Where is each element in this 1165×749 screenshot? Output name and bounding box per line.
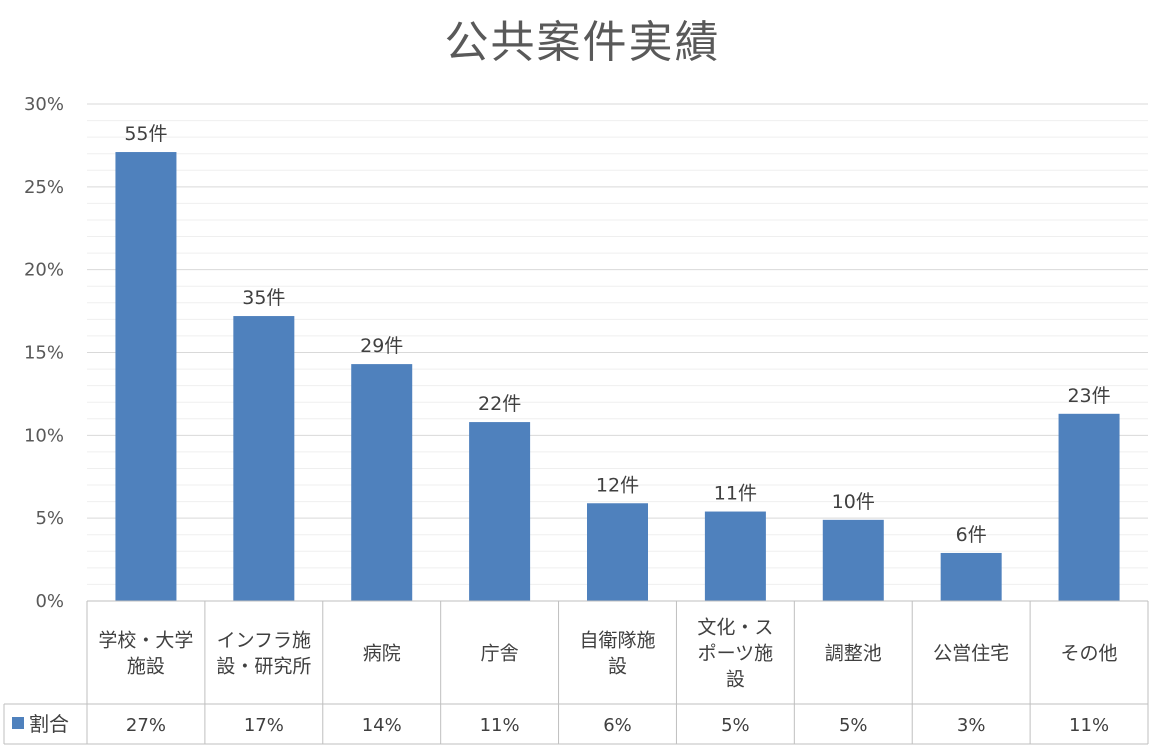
category-label: インフラ施	[217, 630, 311, 652]
category-label: 調整池	[825, 643, 882, 665]
category-label: 文化・ス	[697, 617, 773, 639]
y-tick-label: 20%	[24, 260, 64, 281]
data-label: 29件	[360, 335, 403, 357]
y-tick-label: 15%	[24, 343, 64, 364]
data-label: 11件	[714, 483, 757, 505]
data-label: 6件	[956, 524, 987, 546]
table-value: 5%	[839, 715, 868, 736]
y-tick-label: 10%	[24, 425, 64, 446]
category-label: 自衛隊施	[579, 630, 655, 652]
table-value: 14%	[362, 715, 402, 736]
y-tick-label: 5%	[35, 508, 64, 529]
table-value: 17%	[244, 715, 284, 736]
data-label: 22件	[478, 393, 521, 415]
data-label: 55件	[124, 123, 167, 145]
y-tick-label: 30%	[24, 94, 64, 115]
category-label: 学校・大学	[98, 630, 193, 652]
chart-title: 公共案件実績	[444, 17, 721, 68]
bar	[469, 422, 531, 601]
table-value: 11%	[1069, 715, 1109, 736]
table-value: 27%	[126, 715, 166, 736]
bar	[233, 316, 295, 601]
category-label: 公営住宅	[933, 643, 1009, 665]
category-label: その他	[1061, 643, 1118, 665]
category-label: 設・研究所	[216, 656, 311, 678]
category-label: 施設	[127, 656, 165, 678]
y-tick-label: 0%	[35, 591, 64, 612]
data-label: 23件	[1067, 385, 1110, 407]
legend-swatch	[12, 717, 24, 729]
y-tick-label: 25%	[24, 177, 64, 198]
table-value: 5%	[721, 715, 750, 736]
bar	[115, 152, 177, 601]
bar	[704, 511, 766, 601]
table-value: 11%	[480, 715, 520, 736]
table-value: 3%	[957, 715, 986, 736]
table-value: 6%	[603, 715, 632, 736]
data-label: 35件	[242, 287, 285, 309]
bar	[351, 364, 413, 601]
category-label: ポーツ施	[698, 643, 774, 665]
bar	[587, 503, 648, 601]
bar	[1058, 413, 1120, 601]
legend-label: 割合	[29, 712, 69, 736]
bar	[822, 519, 884, 601]
category-label: 庁舎	[481, 643, 519, 665]
bar	[940, 552, 1002, 601]
data-label: 10件	[832, 491, 875, 513]
category-label: 設	[726, 669, 745, 691]
data-label: 12件	[596, 474, 639, 496]
category-label: 病院	[363, 643, 401, 665]
category-label: 設	[608, 656, 627, 678]
